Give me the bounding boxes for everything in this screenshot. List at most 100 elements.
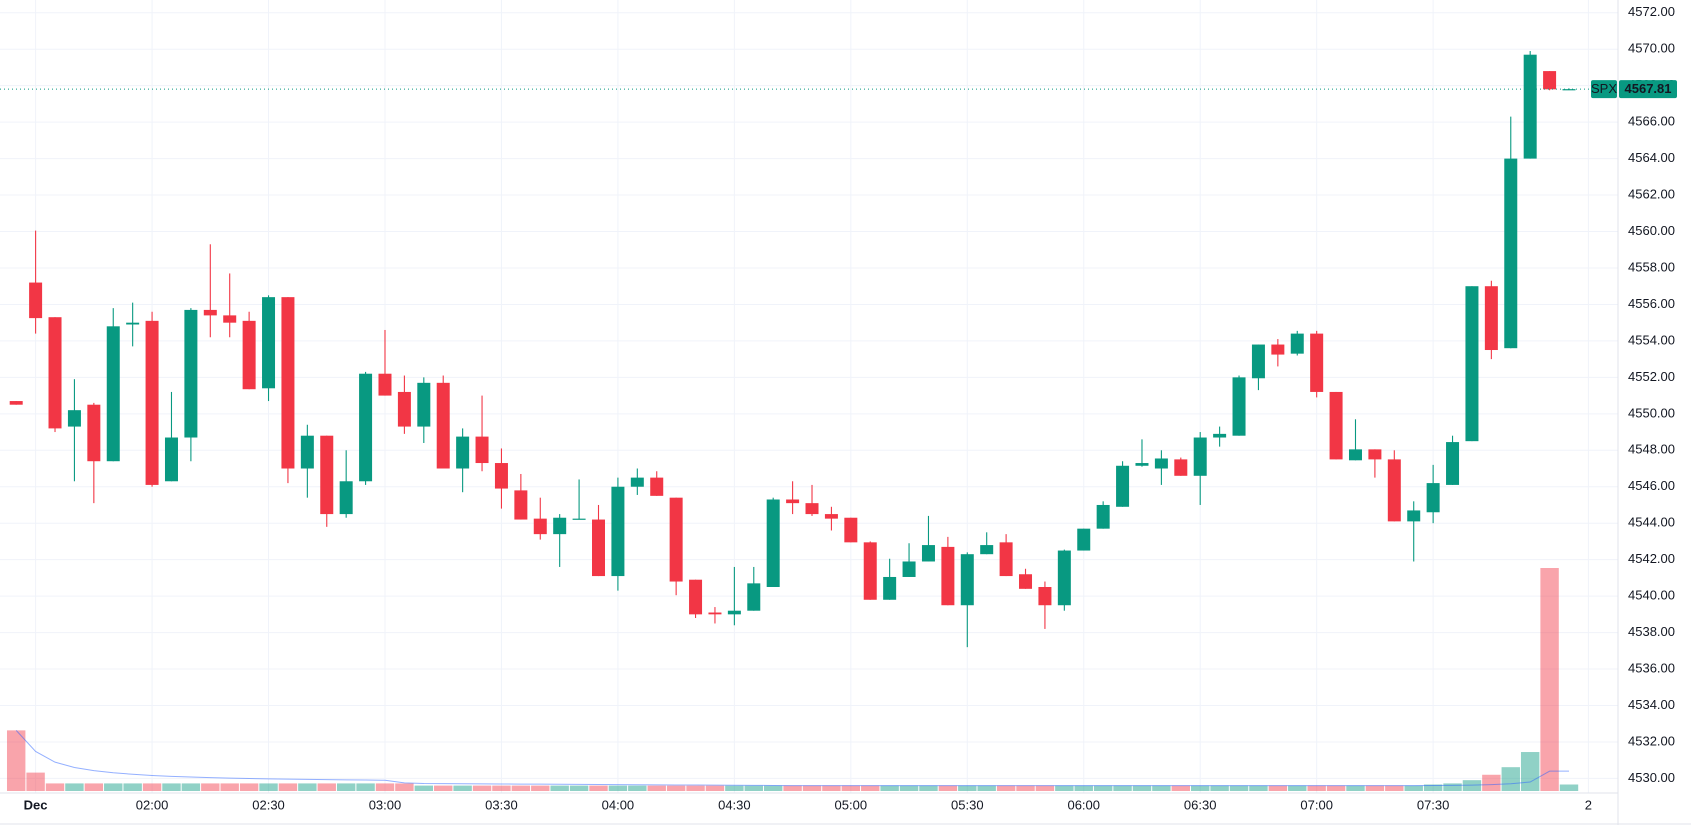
candle: [48, 317, 62, 433]
candle: [941, 536, 955, 606]
volume-bar: [996, 785, 1016, 791]
x-tick-label: 2: [1585, 797, 1592, 812]
volume-bar: [65, 783, 84, 791]
candle-body: [1290, 333, 1304, 354]
volume-bar: [1443, 783, 1462, 791]
candle-body: [863, 542, 877, 600]
volume-bar: [1423, 784, 1443, 791]
candle-body: [1310, 333, 1324, 392]
volume-bar: [899, 785, 919, 791]
candle: [533, 497, 547, 540]
volume-bar: [1074, 785, 1093, 791]
candle-body: [106, 326, 120, 462]
x-tick-label: 04:30: [718, 797, 751, 812]
candle: [1116, 461, 1130, 507]
candle: [747, 566, 761, 611]
candle: [883, 558, 897, 600]
candle: [1077, 528, 1091, 551]
candle-body: [553, 517, 567, 535]
y-tick-label: 4540.00: [1628, 588, 1675, 603]
candle: [1523, 51, 1537, 159]
volume-bar: [492, 785, 511, 791]
volume-bar: [705, 785, 725, 791]
candle-body: [1465, 286, 1479, 442]
candle-body: [999, 542, 1013, 577]
y-tick-label: 4550.00: [1628, 405, 1675, 420]
volume-bar: [666, 785, 686, 791]
candle: [300, 424, 314, 498]
volume-bar: [1482, 774, 1501, 791]
candle: [1232, 375, 1246, 436]
candle-body: [805, 503, 819, 515]
candle: [1543, 71, 1557, 91]
candle-body: [1407, 510, 1421, 522]
candle: [475, 395, 489, 472]
candle: [1271, 339, 1285, 367]
volume-bar: [511, 785, 531, 791]
candle-body: [630, 477, 644, 487]
candle-body: [1504, 158, 1518, 349]
volume-bar: [453, 785, 472, 791]
candle-body: [48, 317, 62, 429]
candle-body: [164, 437, 178, 482]
volume-bar: [259, 783, 278, 791]
candle: [611, 477, 625, 591]
candle: [1213, 426, 1227, 447]
volume-bar: [1249, 785, 1268, 791]
volume-bar: [783, 785, 802, 791]
volume-bar: [26, 772, 45, 791]
volume-pane: [6, 568, 1579, 791]
candle: [805, 484, 819, 516]
candle: [145, 311, 159, 487]
candle-body: [223, 315, 237, 323]
volume-ma: [15, 730, 1570, 787]
candle-body: [494, 463, 508, 489]
volume-bar: [1132, 785, 1152, 791]
candle: [824, 506, 838, 531]
candle: [262, 295, 276, 402]
candle-body: [242, 320, 256, 390]
volume-bar: [84, 783, 104, 791]
x-tick-label: Dec: [24, 797, 48, 812]
candle: [1484, 280, 1498, 360]
candle-body: [766, 499, 780, 588]
candle: [397, 375, 411, 434]
candle-body: [1543, 71, 1557, 90]
candle: [1368, 449, 1382, 478]
volume-bar: [647, 785, 666, 791]
candle: [1174, 457, 1188, 476]
candle: [572, 479, 586, 520]
candle: [494, 448, 508, 509]
y-tick-label: 4542.00: [1628, 551, 1675, 566]
candle-body: [1038, 587, 1052, 606]
candle-body: [1348, 449, 1362, 461]
volume-bar: [628, 785, 647, 791]
y-tick-label: 4548.00: [1628, 442, 1675, 457]
volume-bar: [958, 785, 977, 791]
candle-body: [1193, 437, 1207, 476]
volume-bar: [1326, 785, 1346, 791]
volume-bar: [1520, 752, 1540, 791]
volume-bar: [841, 785, 861, 791]
candle-body: [300, 435, 314, 469]
candle: [223, 273, 237, 338]
candle-body: [1329, 391, 1343, 460]
candle-body: [339, 481, 353, 515]
grid: [0, 0, 1618, 793]
y-tick-label: 4538.00: [1628, 624, 1675, 639]
candle: [1290, 330, 1304, 356]
candle: [1096, 501, 1110, 529]
candle-body: [1057, 550, 1071, 606]
candle: [87, 402, 101, 504]
candle-body: [29, 282, 43, 319]
candle: [242, 311, 256, 390]
candle-body: [203, 309, 217, 316]
candle-body: [1562, 89, 1576, 91]
candle-body: [533, 518, 547, 535]
candle-body: [514, 490, 528, 520]
candle: [553, 514, 567, 567]
x-tick-label: 02:30: [252, 797, 285, 812]
volume-bar: [1501, 767, 1520, 791]
candle: [417, 377, 431, 443]
